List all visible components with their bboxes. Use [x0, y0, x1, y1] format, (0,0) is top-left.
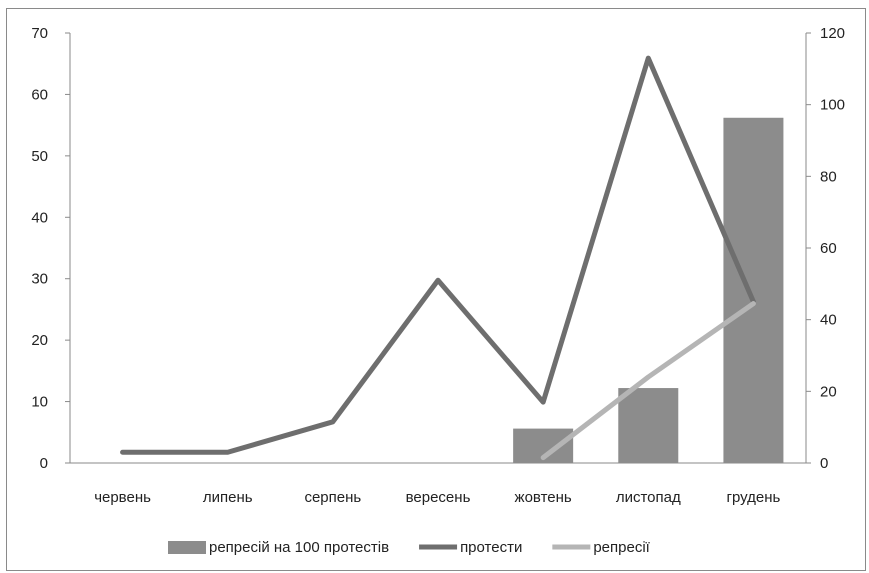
x-category-label: вересень [406, 489, 471, 506]
bar [723, 117, 784, 464]
legend-label: протести [460, 539, 522, 556]
y-right-tick-label: 100 [820, 97, 845, 114]
y-left-tick-label: 70 [31, 25, 48, 42]
line-series [120, 55, 756, 461]
y-right-tick-label: 80 [820, 168, 837, 185]
y-right-tick-label: 40 [820, 312, 837, 329]
y-right-tick-label: 0 [820, 455, 828, 472]
y-left-tick-label: 60 [31, 86, 48, 103]
series-line [120, 55, 756, 455]
category-labels: червень липень серпень вересень жовтень листо… [94, 489, 780, 506]
tick-labels: 0 10 20 30 40 50 60 70 0 20 40 60 80 100 120 [31, 25, 845, 472]
y-left-tick-label: 40 [31, 209, 48, 226]
y-left-tick-label: 0 [40, 455, 48, 472]
legend-label: репресії [593, 539, 650, 556]
y-left-tick-label: 10 [31, 394, 48, 411]
legend-swatch [168, 541, 206, 554]
y-left-tick-label: 50 [31, 148, 48, 165]
legend-label: репресій на 100 протестів [209, 539, 389, 556]
x-category-label: жовтень [515, 489, 572, 506]
x-category-label: грудень [727, 489, 781, 506]
x-category-label: червень [94, 489, 151, 506]
axes [65, 32, 811, 464]
series-line [540, 301, 756, 461]
y-right-tick-label: 20 [820, 383, 837, 400]
y-right-tick-label: 120 [820, 25, 845, 42]
y-left-tick-label: 30 [31, 271, 48, 288]
y-right-tick-label: 60 [820, 240, 837, 257]
y-left-tick-label: 20 [31, 332, 48, 349]
chart-frame [6, 8, 866, 571]
x-category-label: серпень [304, 489, 361, 506]
legend: репресій на 100 протестів протести репресі… [168, 539, 651, 556]
x-category-label: липень [203, 489, 253, 506]
bar-series [513, 117, 784, 464]
bar [618, 388, 679, 463]
x-category-label: листопад [616, 489, 681, 506]
